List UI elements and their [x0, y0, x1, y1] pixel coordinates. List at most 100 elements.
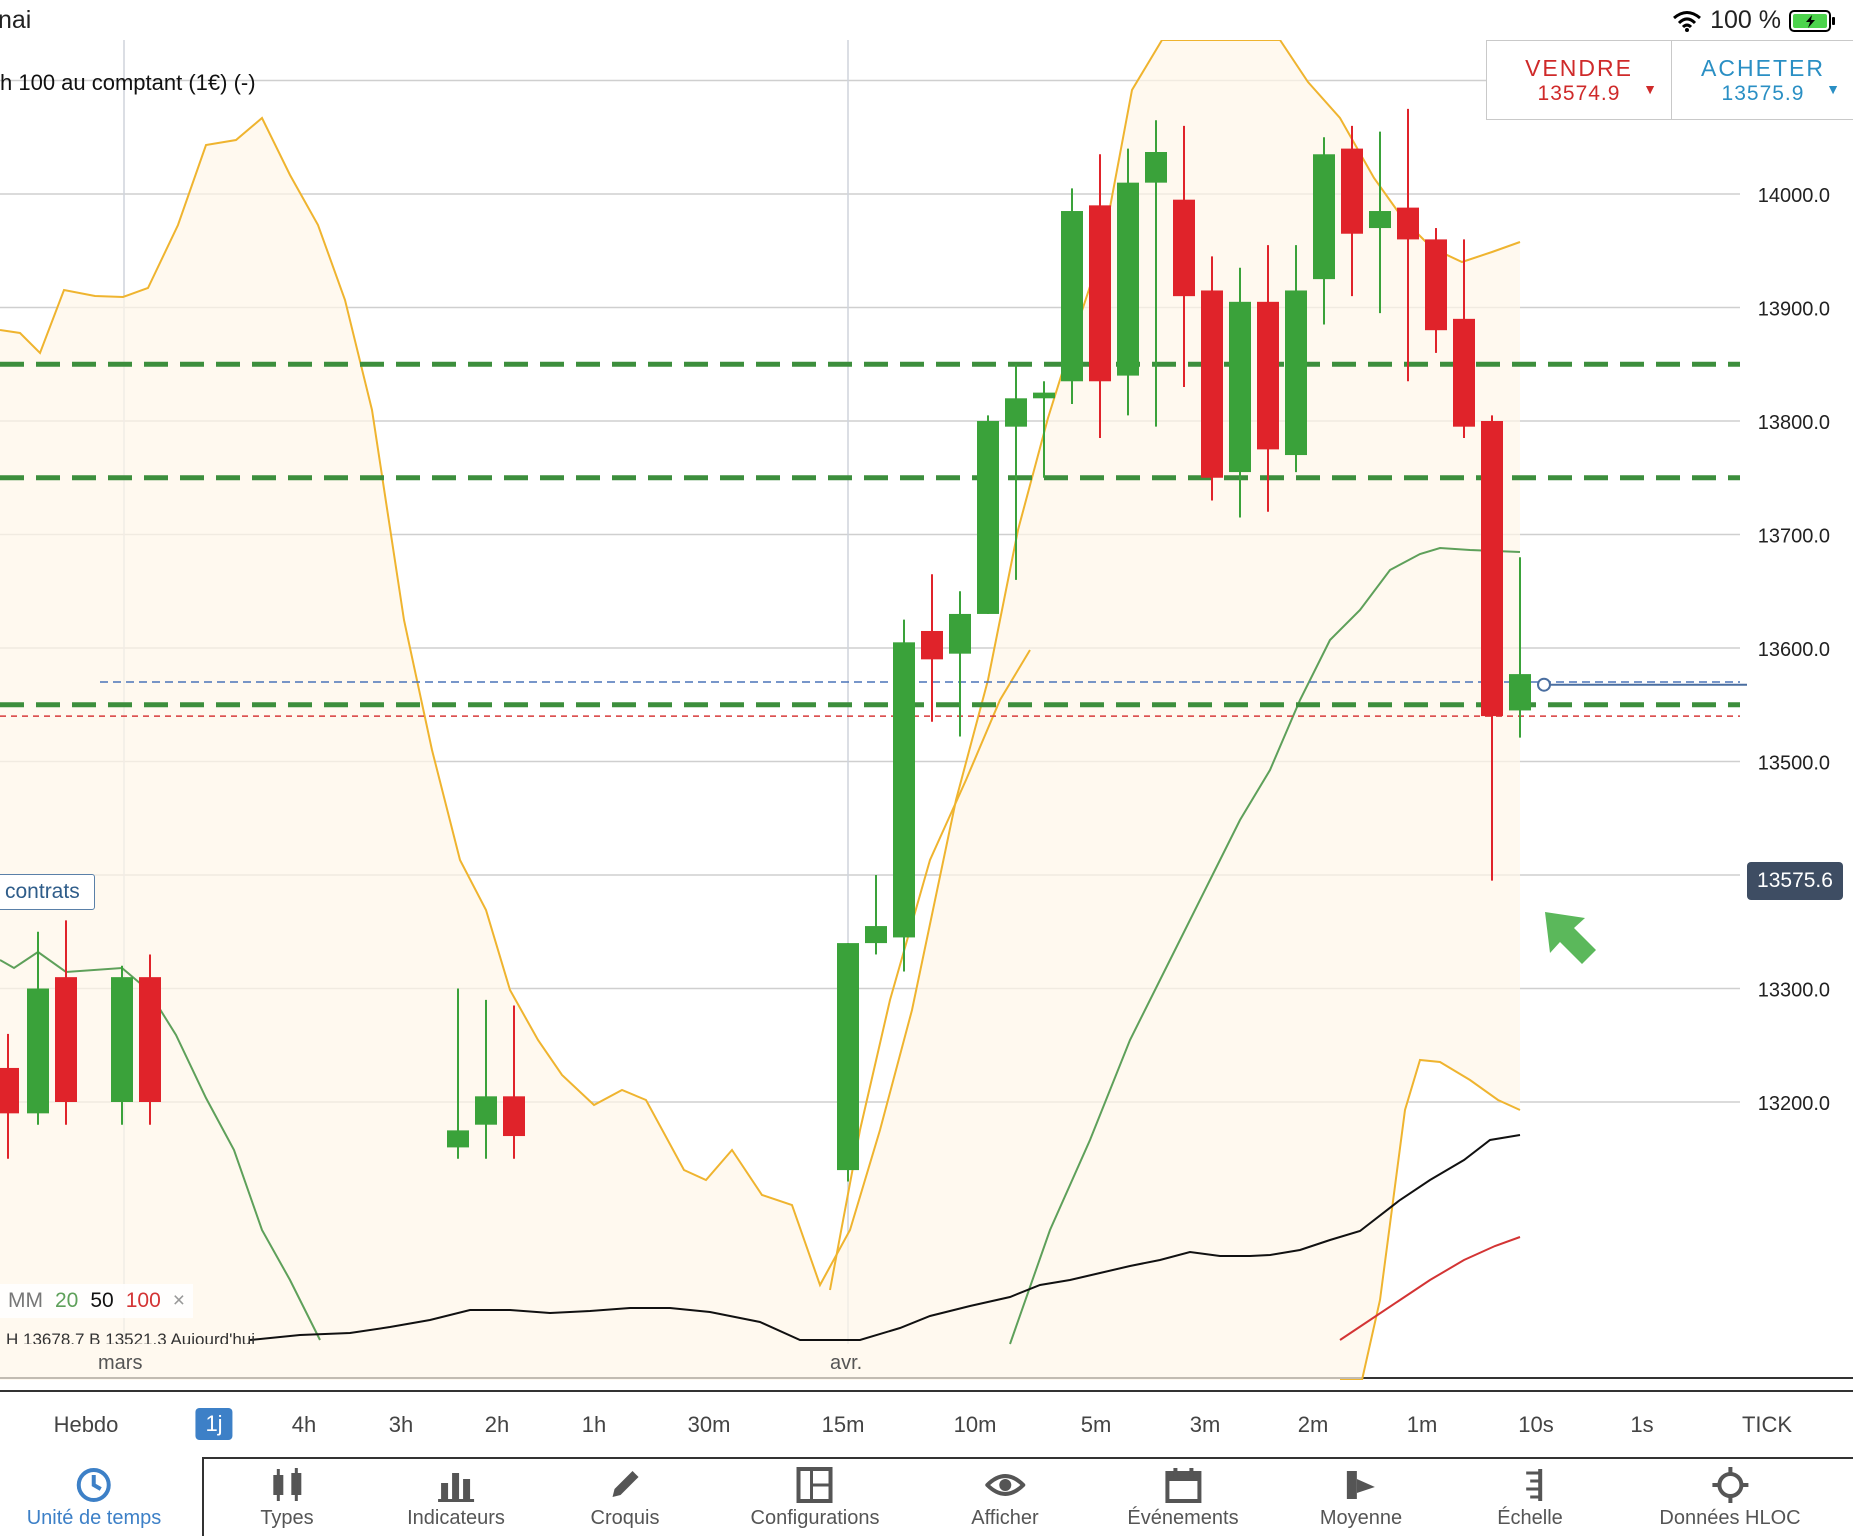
hlc-readout: H 13678.7 B 13521.3 Aujourd'hui [6, 1330, 255, 1344]
toolbar-données-hloc[interactable]: Données HLOC [1659, 1465, 1801, 1530]
toolbar-label: Unité de temps [26, 1507, 162, 1529]
y-tick-label: 13200.0 [1758, 1093, 1830, 1115]
ma-period-20[interactable]: 20 [55, 1289, 79, 1312]
toolbar-label: Échelle [1497, 1507, 1563, 1529]
candles-icon [272, 1468, 301, 1501]
toolbar-événements[interactable]: Événements [1127, 1465, 1239, 1530]
toolbar-croquis[interactable]: Croquis [590, 1465, 660, 1530]
scale-icon [1525, 1469, 1542, 1501]
toolbar-label: Moyenne [1319, 1507, 1403, 1529]
crosshair-icon [1712, 1467, 1748, 1503]
eye-icon [984, 1474, 1025, 1496]
horizontal-levels [0, 361, 1740, 717]
toolbar-label: Afficher [971, 1507, 1039, 1529]
toolbar-moyenne[interactable]: Moyenne [1320, 1465, 1402, 1530]
toolbar-label: Types [260, 1507, 314, 1529]
bottom-toolbar: Unité de temps Types Indicateurs Croquis Con… [0, 1457, 1853, 1536]
ma-close-icon[interactable]: × [172, 1289, 186, 1312]
candle [1313, 137, 1335, 325]
candle [447, 988, 469, 1159]
candle [1061, 188, 1083, 404]
timeframe-1h[interactable]: 1h [581, 1412, 607, 1437]
candlesticks [0, 108, 1531, 1182]
toolbar-afficher[interactable]: Afficher [971, 1465, 1039, 1530]
y-tick-label: 13600.0 [1758, 639, 1830, 661]
timeframe-tick[interactable]: TICK [1741, 1412, 1793, 1437]
moving-average-legend: MM 20 50 100 × [0, 1284, 194, 1318]
timeframe-2h[interactable]: 2h [484, 1412, 510, 1437]
instrument-title: h 100 au comptant (1€) (-) [0, 70, 256, 95]
timeframe-1j[interactable]: 1j [195, 1408, 233, 1440]
timeframe-10m[interactable]: 10m [953, 1412, 997, 1437]
toolbar-label: Configurations [750, 1507, 880, 1529]
toolbar-unité-de-temps[interactable]: Unité de temps [26, 1465, 162, 1530]
candle [1453, 239, 1475, 439]
y-tick-label: 13500.0 [1758, 753, 1830, 775]
bar-chart-icon [438, 1473, 474, 1502]
ma-period-100[interactable]: 100 [125, 1289, 161, 1312]
timeframe-2m[interactable]: 2m [1297, 1412, 1329, 1437]
toolbar-label: Croquis [590, 1507, 660, 1529]
ma-label: MM [8, 1289, 43, 1312]
buy-button[interactable]: ACHETER 13575.9 ▼ [1671, 40, 1853, 120]
timeframe-3m[interactable]: 3m [1189, 1412, 1221, 1437]
candle [139, 954, 161, 1125]
timeframe-1s[interactable]: 1s [1630, 1412, 1654, 1437]
toolbar-label: Événements [1127, 1507, 1239, 1529]
status-carrier: nai [0, 6, 32, 34]
candle [1033, 381, 1055, 478]
price-cursor [1537, 677, 1747, 964]
arrow-indicator-icon [1545, 912, 1596, 964]
toolbar-types[interactable]: Types [260, 1465, 314, 1530]
position-contracts-tag[interactable]: contrats [0, 874, 95, 910]
timeframe-bar: Hebdo 1j 4h 3h 2h 1h 30m 15m 10m 5m 3m 2m 1m 10s 1s TIC… [0, 1390, 1853, 1458]
toolbar-échelle[interactable]: Échelle [1497, 1465, 1563, 1530]
candle [1117, 148, 1139, 416]
candle [1089, 154, 1111, 439]
timeframe-15m[interactable]: 15m [821, 1412, 865, 1437]
timeframe-4h[interactable]: 4h [291, 1412, 317, 1437]
buy-dropdown-icon[interactable]: ▼ [1826, 81, 1840, 97]
candle [475, 999, 497, 1159]
candle [1369, 131, 1391, 314]
current-price-tag: 13575.6 [1747, 862, 1843, 900]
buy-label: ACHETER [1701, 55, 1825, 81]
pencil-icon [612, 1471, 639, 1497]
layout-icon [797, 1467, 833, 1503]
ma-period-50[interactable]: 50 [90, 1289, 114, 1312]
toolbar-configurations[interactable]: Configurations [750, 1465, 880, 1530]
timeframe-3h[interactable]: 3h [388, 1412, 414, 1437]
timeframe-1m[interactable]: 1m [1406, 1412, 1438, 1437]
battery-icon [1789, 9, 1835, 32]
toolbar-indicateurs[interactable]: Indicateurs [407, 1465, 505, 1530]
y-tick-label: 13300.0 [1758, 980, 1830, 1002]
candle [1005, 364, 1027, 580]
candle [27, 931, 49, 1125]
timeframe-hebdo[interactable]: Hebdo [53, 1412, 119, 1437]
candle [1509, 557, 1531, 738]
x-label-avr: avr. [830, 1352, 863, 1374]
timeframe-5m[interactable]: 5m [1080, 1412, 1112, 1437]
candle [503, 1005, 525, 1159]
moving-average-lines [0, 546, 1521, 1345]
candle [1145, 120, 1167, 427]
candle [1397, 108, 1419, 382]
y-tick-label: 13900.0 [1758, 299, 1830, 321]
y-tick-label: 14000.0 [1758, 185, 1830, 207]
y-axis: 13200.013300.013400.013500.013600.013700… [1758, 72, 1830, 1116]
candle [1341, 125, 1363, 297]
candle [1285, 245, 1307, 473]
status-bar: nai 100 % [0, 0, 1853, 40]
candle [1425, 228, 1447, 353]
candle [1257, 245, 1279, 512]
sell-dropdown-icon[interactable]: ▼ [1643, 81, 1657, 97]
timeframe-10s[interactable]: 10s [1518, 1412, 1554, 1437]
wifi-icon [1673, 10, 1702, 32]
candle [55, 920, 77, 1125]
candle [1173, 125, 1195, 387]
sell-price: 13574.9 [1537, 82, 1621, 105]
sell-button[interactable]: VENDRE 13574.9 ▼ [1486, 40, 1672, 120]
timeframe-30m[interactable]: 30m [687, 1412, 731, 1437]
x-label-mars: mars [98, 1352, 143, 1374]
price-chart[interactable]: 13200.013300.013400.013500.013600.013700… [0, 40, 1853, 1380]
